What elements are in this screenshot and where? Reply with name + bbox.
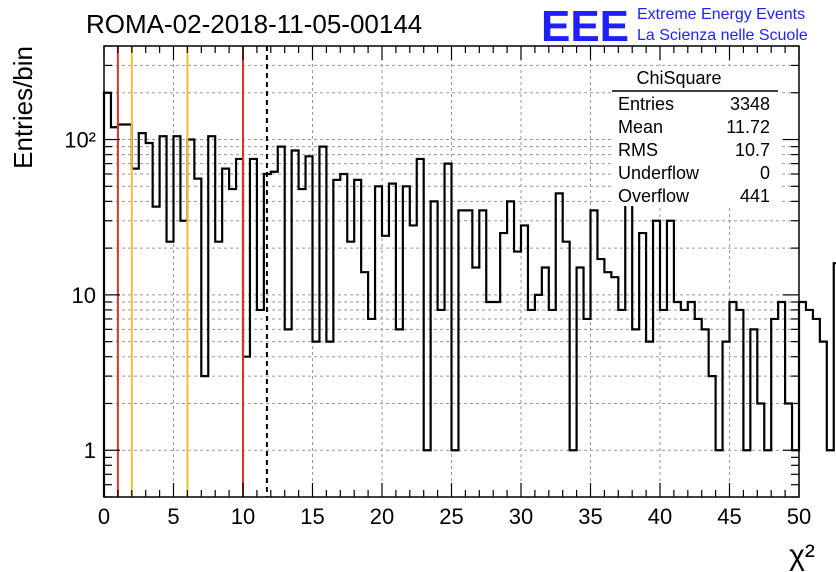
histogram-bin [139,133,146,497]
histogram-bin [472,268,479,497]
histogram-bin [452,450,459,497]
histogram-bin [618,310,625,497]
histogram-bin [604,272,611,497]
histogram-bin [215,242,222,497]
logo-eee-text: EEE [541,2,629,51]
histogram-bin [271,172,278,497]
histogram-bin [153,207,160,497]
x-tick-label: 0 [98,504,110,529]
histogram-bin [396,329,403,497]
histogram-bin [424,450,431,497]
histogram-bin [716,450,723,497]
histogram-bin [646,342,653,497]
stats-label: Entries [618,94,674,114]
histogram-bin [827,450,834,497]
x-axis-label: χ² [789,539,815,572]
histogram-bin [681,310,688,497]
histogram [102,91,836,497]
logo-line-2: La Scienza nelle Scuole [637,27,808,44]
histogram-bin [806,310,813,497]
histogram-bin [410,225,417,497]
stats-title: ChiSquare [636,68,721,88]
y-tick-label: 1 [84,438,96,463]
histogram-bin [125,124,132,497]
histogram-bin [632,329,639,497]
histogram-bin [660,310,667,497]
histogram-bin [813,319,820,497]
histogram-bin [347,242,354,497]
y-tick-label: 10 [72,283,96,308]
stats-box: ChiSquare Entries 3348 Mean 11.72 RMS 10.7 Und… [612,66,780,206]
x-tick-label: 25 [439,504,463,529]
stats-box-bg [612,66,780,206]
histogram-bin [486,302,493,497]
axes: 0 5 10 15 20 25 30 35 40 45 50 1 10 10² [64,45,811,529]
stats-label: RMS [618,140,658,160]
histogram-bin [118,124,125,497]
histogram-bin [528,310,535,497]
logo-line-1: Extreme Energy Events [637,6,805,23]
histogram-bin [514,252,521,497]
histogram-bin [549,310,556,497]
stats-label: Overflow [618,186,690,206]
histogram-bin [764,450,771,497]
y-axis-label: Entries/bin [8,46,38,169]
x-tick-label: 50 [787,504,811,529]
histogram-bin [326,342,333,497]
histogram-bin [695,319,702,497]
stats-value: 3348 [730,94,770,114]
x-tick-label: 40 [648,504,672,529]
stats-label: Mean [618,117,663,137]
histogram-bin [584,319,591,497]
histogram-bin [285,329,292,497]
x-tick-label: 45 [717,504,741,529]
histogram-bin [229,189,236,497]
histogram-bin [243,357,250,497]
x-tick-label: 5 [167,504,179,529]
histogram-bin [201,376,208,497]
stats-value: 10.7 [735,140,770,160]
stats-value: 441 [740,186,770,206]
histogram-bin [438,310,445,497]
stats-value: 0 [760,163,770,183]
histogram-bin [299,189,306,497]
histogram-bin [743,450,750,497]
stats-label: Underflow [618,163,700,183]
histogram-bin [382,236,389,497]
histogram-bin [368,319,375,497]
histogram-bin [570,450,577,497]
histogram-bin [167,242,174,497]
histogram-bin [313,342,320,497]
x-tick-label: 20 [370,504,394,529]
x-tick-label: 35 [578,504,602,529]
stats-value: 11.72 [726,117,770,137]
run-title: ROMA-02-2018-11-05-00144 [86,9,422,39]
histogram-bin [493,302,500,497]
histogram-bin [597,259,604,497]
x-tick-label: 30 [509,504,533,529]
x-tick-label: 10 [231,504,255,529]
histogram-bin [688,302,695,497]
eee-logo: EEE Extreme Energy Events La Scienza nel… [541,2,808,51]
histogram-bin [180,221,187,497]
histogram-outline [102,91,836,497]
y-tick-label: 10² [64,128,96,153]
x-tick-label: 15 [300,504,324,529]
reference-lines [116,46,268,497]
histogram-bin [674,302,681,497]
grid [104,45,799,497]
histogram-bin [132,169,139,497]
histogram-bin [257,310,264,497]
histogram-bin [535,295,542,497]
histogram-bin [111,127,118,497]
